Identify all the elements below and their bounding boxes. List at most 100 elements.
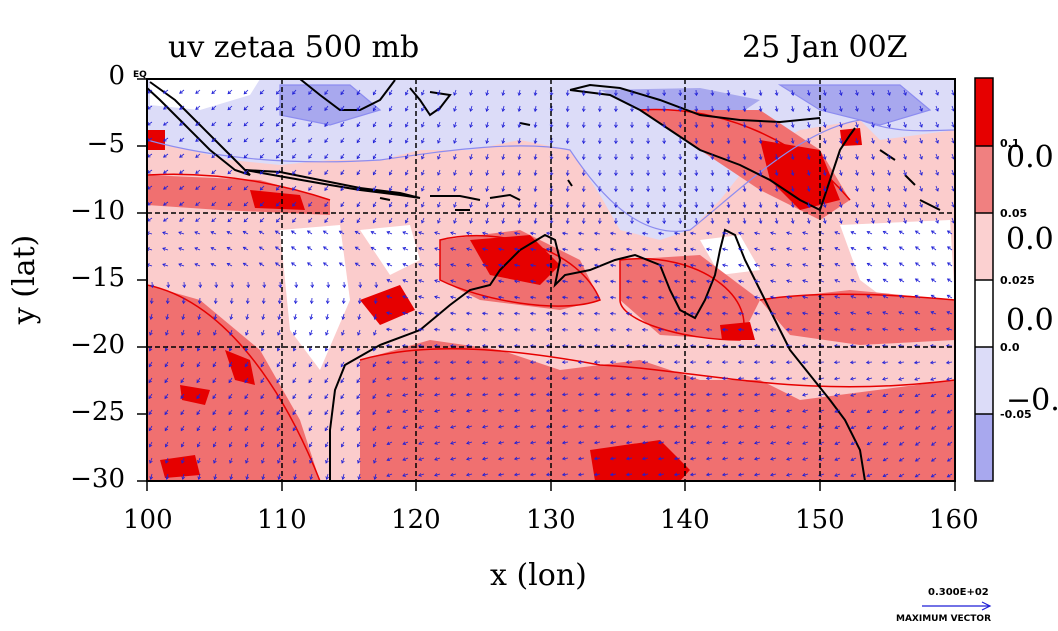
wind-vector-head xyxy=(501,204,506,209)
wind-vector-head xyxy=(839,156,843,160)
wind-vector-head xyxy=(354,230,359,235)
wind-vector-head xyxy=(388,123,393,128)
wind-vector-head xyxy=(855,220,859,224)
wind-vector-head xyxy=(662,172,667,177)
wind-vector-head xyxy=(513,408,518,413)
wind-vector xyxy=(276,409,281,415)
wind-vector-head xyxy=(882,409,887,414)
wind-vector-head xyxy=(481,472,486,477)
wind-vector xyxy=(834,377,841,380)
wind-vector-head xyxy=(261,316,266,321)
wind-vector-head xyxy=(178,263,182,267)
wind-vector-head xyxy=(855,172,859,176)
wind-vector-head xyxy=(213,476,218,480)
wind-vector-head xyxy=(421,187,425,192)
x-axis-label: x (lon) xyxy=(490,558,587,593)
wind-vector xyxy=(148,377,153,383)
wind-vector xyxy=(887,185,891,192)
wind-vector-head xyxy=(195,218,199,222)
wind-vector-head xyxy=(855,108,859,112)
colorbar-swatch-4 xyxy=(975,280,993,347)
wind-vector-head xyxy=(451,489,454,492)
wind-vector xyxy=(807,185,810,192)
wind-vector xyxy=(855,105,858,112)
wind-vector-head xyxy=(774,124,779,129)
wind-vector-head xyxy=(341,316,346,321)
wind-vector xyxy=(418,231,425,235)
wind-vector xyxy=(850,425,857,429)
wind-vector-head xyxy=(737,311,742,316)
wind-vector xyxy=(807,89,810,96)
wind-vector xyxy=(674,425,681,428)
wind-vector-head xyxy=(405,107,409,112)
wind-vector-head xyxy=(387,489,390,492)
wind-vector xyxy=(658,473,665,476)
wind-vector xyxy=(466,409,473,412)
wind-vector-head xyxy=(322,230,327,234)
wind-vector-head xyxy=(565,172,570,177)
wind-vector xyxy=(279,490,280,495)
wind-vector-head xyxy=(822,92,827,96)
wind-vector xyxy=(690,441,697,444)
wind-vector xyxy=(470,153,473,160)
wind-vector xyxy=(935,137,939,144)
wind-vector-head xyxy=(673,327,678,332)
wind-vector-head xyxy=(614,204,618,209)
wind-vector xyxy=(695,153,697,160)
wind-vector-head xyxy=(292,171,296,175)
wind-vector-head xyxy=(673,231,678,236)
wind-vector-head xyxy=(243,202,248,207)
wind-vector xyxy=(194,231,201,235)
wind-vector-head xyxy=(179,170,183,174)
wind-vector xyxy=(871,121,875,128)
wind-vector-head xyxy=(721,424,726,429)
wind-vector xyxy=(402,457,409,461)
wind-vector-head xyxy=(802,457,806,461)
wind-vector xyxy=(867,263,873,267)
wind-vector-head xyxy=(277,300,282,305)
wind-vector-head xyxy=(657,392,662,397)
wind-vector-head xyxy=(274,246,279,250)
wind-vector xyxy=(181,457,185,464)
wind-vector xyxy=(244,393,249,399)
wind-vector-head xyxy=(402,425,407,429)
wind-vector xyxy=(850,409,857,413)
wind-vector-head xyxy=(230,284,235,289)
wind-vector-head xyxy=(561,472,566,477)
wind-vector xyxy=(915,473,921,478)
wind-vector xyxy=(197,329,201,336)
wind-vector-head xyxy=(210,231,215,235)
wind-vector xyxy=(450,377,457,380)
wind-vector-head xyxy=(579,489,582,492)
wind-vector-head xyxy=(148,347,153,352)
wind-vector xyxy=(195,153,201,158)
wind-vector xyxy=(770,264,777,267)
wind-vector-head xyxy=(469,108,473,112)
wind-vector xyxy=(164,377,169,383)
wind-vector xyxy=(374,473,377,480)
wind-vector-head xyxy=(930,327,934,332)
wind-vector-head xyxy=(308,427,313,432)
wind-vector-head xyxy=(469,156,473,160)
wind-vector xyxy=(245,457,249,464)
wind-vector-head xyxy=(737,472,742,477)
wind-vector-head xyxy=(930,311,935,315)
wind-vector-head xyxy=(276,379,280,384)
wind-vector-head xyxy=(529,263,534,268)
wind-vector-head xyxy=(839,188,843,192)
wind-vector xyxy=(147,137,153,142)
wind-vector xyxy=(626,313,633,315)
wind-vector-head xyxy=(597,188,602,193)
wind-vector-head xyxy=(450,441,454,445)
wind-vector-head xyxy=(386,246,391,251)
wind-vector xyxy=(914,361,921,364)
wind-vector xyxy=(951,185,955,192)
wind-vector-head xyxy=(196,347,201,352)
wind-vector-head xyxy=(212,443,217,448)
wind-vector-head xyxy=(882,294,887,299)
wind-vector-head xyxy=(243,186,248,191)
wind-vector xyxy=(899,425,905,430)
colorbar-swatch-1 xyxy=(975,78,993,146)
wind-vector xyxy=(386,441,393,445)
wind-vector-head xyxy=(433,376,438,381)
